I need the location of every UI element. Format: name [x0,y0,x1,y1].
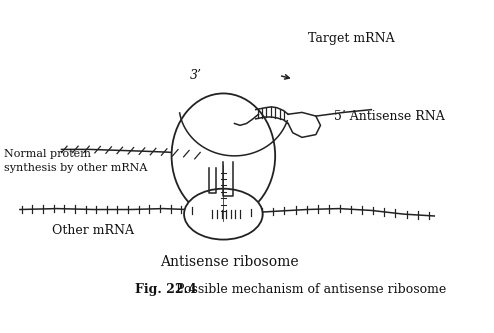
Text: Other mRNA: Other mRNA [52,224,134,237]
Text: Fig. 22.4: Fig. 22.4 [134,283,196,296]
Text: Possible mechanism of antisense ribosome: Possible mechanism of antisense ribosome [171,283,446,296]
Text: 3’: 3’ [190,69,202,82]
Ellipse shape [184,189,263,239]
Ellipse shape [171,94,275,218]
Text: 5’ Antisense RNA: 5’ Antisense RNA [334,110,445,123]
Text: Target mRNA: Target mRNA [308,32,395,45]
Text: Antisense ribosome: Antisense ribosome [161,255,299,269]
Text: Normal protein
synthesis by other mRNA: Normal protein synthesis by other mRNA [4,150,148,173]
